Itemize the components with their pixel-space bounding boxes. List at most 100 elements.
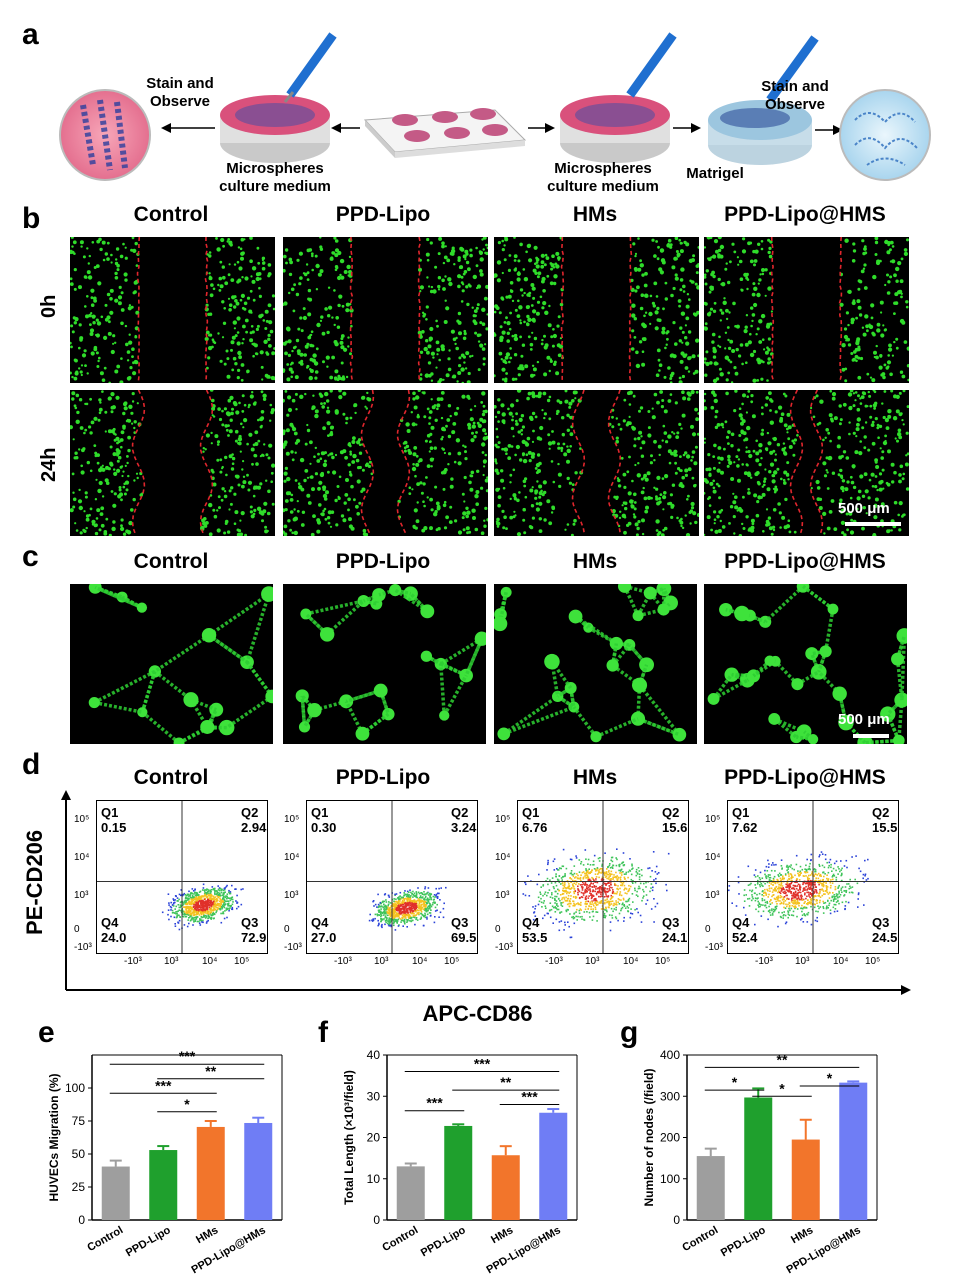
y-tick-label: 200 [660,1131,680,1145]
d-title-ppd-lipo: PPD-Lipo [335,766,431,789]
bar-2 [791,1139,820,1220]
flow-xtick: 10⁵ [234,956,250,967]
y-axis-label: Total Length (×10³/field) [342,1070,356,1205]
quadrant-q3-label: Q3 24.1 [662,915,688,945]
bar-0 [101,1166,130,1220]
y-tick-label: 30 [367,1089,381,1103]
flow-ytick: 10⁴ [705,852,721,863]
y-axis-label: HUVECs Migration (%) [47,1073,61,1201]
scratch-micrograph-24h-1 [283,390,488,536]
scratch-micrograph-0h-2 [494,237,699,383]
flow-ytick: 10⁵ [495,814,511,825]
b-title-ppd-lipo-hms: PPD-Lipo@HMS [724,203,886,226]
flow-ytick: 10³ [284,890,299,901]
scale-text-b: 500 μm [838,500,890,517]
quadrant-q4-label: Q4 52.4 [732,915,758,945]
x-tick-label: Control [680,1224,720,1254]
quadrant-q3-label: Q3 69.5 [451,915,477,945]
y-tick-label: 75 [72,1114,86,1128]
panel-label-d: d [22,748,41,781]
d-title-ppd-lipo-hms: PPD-Lipo@HMS [724,766,886,789]
y-tick-label: 0 [78,1213,85,1227]
quadrant-q1-label: Q1 0.30 [311,805,337,835]
significance-stars: *** [521,1089,538,1105]
tube-formation-micrograph-0 [70,584,273,744]
c-title-ppd-lipo: PPD-Lipo [335,550,431,573]
flow-ytick: 10⁴ [74,852,90,863]
flow-ytick: 10³ [495,890,510,901]
x-tick-label: Control [380,1224,420,1254]
bar-1 [744,1097,773,1220]
significance-stars: *** [474,1056,491,1072]
scratch-micrograph-0h-1 [283,237,488,383]
flow-ytick: 10⁵ [705,814,721,825]
flow-ytick: 10⁵ [284,814,300,825]
y-tick-label: 100 [660,1172,680,1186]
x-tick-label: PPD-Lipo [124,1224,173,1259]
flow-xtick: 10³ [374,956,389,967]
flow-xtick: 10⁵ [655,956,671,967]
x-tick-label: PPD-Lipo [719,1224,768,1259]
y-tick-label: 20 [367,1131,381,1145]
bar-1 [149,1150,178,1220]
panel-label-e: e [38,1016,55,1049]
flow-ytick: -10³ [284,942,302,953]
culture-dish-right-icon [560,95,670,163]
flow-xtick: 10⁵ [865,956,881,967]
flow-ytick: 0 [284,924,290,935]
y-tick-label: 40 [367,1048,381,1062]
stained-dish-right-icon [839,89,931,181]
flow-xlabel: APC-CD86 [422,1001,533,1026]
panel-label-b: b [22,202,41,235]
significance-stars: * [779,1080,785,1096]
flow-plot-2: Q1 6.76 Q2 15.6 Q3 24.1 Q4 53.5 [517,800,689,954]
flow-xtick: 10³ [795,956,810,967]
flow-ytick: -10³ [74,942,92,953]
x-tick-label: HMs [194,1224,220,1246]
y-tick-label: 0 [673,1213,680,1227]
flow-plot-1: Q1 0.30 Q2 3.24 Q3 69.5 Q4 27.0 [306,800,478,954]
flow-xtick: 10⁴ [623,956,639,967]
flow-ytick: 10⁴ [495,852,511,863]
c-title-hms: HMs [572,550,618,573]
bar-3 [244,1122,273,1220]
significance-stars: ** [777,1051,788,1067]
flow-xtick: 10⁴ [412,956,428,967]
significance-stars: *** [179,1048,196,1064]
flow-ytick: 10³ [74,890,89,901]
flow-xtick: 10⁵ [444,956,460,967]
flow-ytick: 10⁴ [284,852,300,863]
bar-3 [539,1112,568,1220]
flow-xtick: 10⁴ [833,956,849,967]
quadrant-q3-label: Q3 24.5 [872,915,898,945]
significance-stars: ** [205,1063,216,1079]
y-tick-label: 10 [367,1172,381,1186]
flow-ytick: 0 [495,924,501,935]
matrigel-dish-icon [708,100,812,165]
y-tick-label: 25 [72,1180,86,1194]
row-label-24h: 24h [38,447,60,482]
row-label-0h: 0h [38,294,60,318]
flow-xtick: 10³ [585,956,600,967]
quadrant-q4-label: Q4 24.0 [101,915,127,945]
schematic-diagram [59,32,931,181]
scratch-micrograph-24h-0 [70,390,275,536]
scale-bar-b [845,522,901,526]
flow-xtick: 10³ [164,956,179,967]
quadrant-q1-label: Q1 6.76 [522,805,548,835]
pipette-left-icon [283,32,337,103]
y-tick-label: 100 [65,1081,85,1095]
flow-xtick: -10³ [545,956,563,967]
microspheres-left-text: Microspheres culture medium [219,160,331,195]
y-tick-label: 400 [660,1048,680,1062]
flow-plot-3: Q1 7.62 Q2 15.5 Q3 24.5 Q4 52.4 [727,800,899,954]
flow-ytick: 0 [705,924,711,935]
quadrant-q4-label: Q4 53.5 [522,915,548,945]
well-plate-icon [363,108,527,158]
tube-formation-micrograph-3 [704,584,907,744]
bar-0 [696,1156,725,1220]
significance-stars: ** [500,1074,511,1090]
scratch-micrograph-24h-2 [494,390,699,536]
pipette-right-icon [766,35,819,103]
y-tick-label: 50 [72,1147,86,1161]
